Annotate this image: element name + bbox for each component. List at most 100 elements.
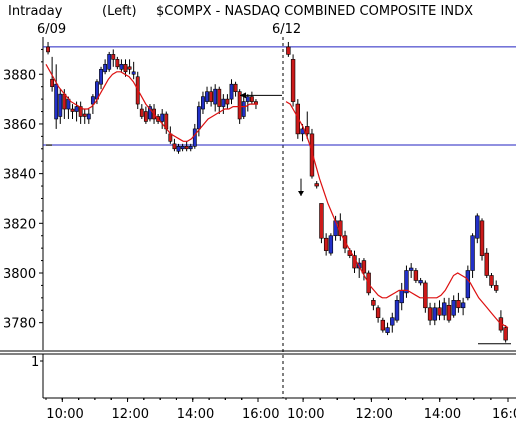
x-tick-label: 14:00: [177, 407, 214, 422]
x-tick-label: 16:00: [242, 407, 279, 422]
x-tick-label: 10:00: [46, 407, 83, 422]
candle-body-up: [103, 64, 108, 73]
candle-body-up: [245, 96, 250, 102]
candle-body-down: [225, 98, 230, 105]
candle-body-down: [184, 146, 189, 150]
y-tick-label: 3800: [3, 267, 36, 282]
candle-body-down: [413, 270, 419, 281]
candle-body-up: [213, 88, 218, 105]
chart-title: $COMPX - NASDAQ COMBINED COMPOSITE INDX: [156, 4, 473, 19]
y-tick-label: 3780: [3, 317, 36, 332]
y-tick-label: 3860: [3, 118, 36, 133]
candle-body-up: [99, 68, 103, 85]
candle-body-up: [229, 83, 234, 100]
candle-body-down: [78, 106, 83, 117]
x-tick-label: 10:00: [287, 407, 324, 422]
candle-body-down: [456, 300, 461, 309]
candle-body-up: [90, 96, 95, 105]
candle-body-up: [432, 307, 437, 321]
candle-body-down: [290, 59, 296, 102]
candle-body-up: [418, 280, 423, 284]
candle-body-down: [446, 304, 452, 321]
candle-body-down: [70, 108, 75, 112]
candle-body-up: [86, 113, 91, 120]
candle-body-up: [196, 106, 201, 130]
candle-body-down: [423, 282, 428, 309]
y-tick-label: 3880: [3, 68, 36, 83]
candle-body-down: [127, 66, 132, 70]
candle-body-down: [115, 59, 120, 68]
candle-body-down: [314, 183, 319, 187]
candle-body-up: [328, 235, 334, 254]
candle-body-up: [442, 302, 447, 316]
candle-body-up: [148, 106, 152, 120]
candle-body-down: [172, 143, 177, 150]
candle-body-down: [286, 46, 291, 55]
candle-body-down: [143, 111, 148, 122]
candle-body-up: [107, 54, 112, 70]
candle-body-down: [323, 237, 329, 251]
time-axis-ticks: 10:00 12:00 14:00 16:00 10:00 12:00 14:00 16:00: [45, 398, 516, 422]
moving-average: [45, 64, 509, 329]
candle-body-up: [205, 91, 209, 102]
y-tick-label: 3820: [3, 217, 36, 232]
annotations: [46, 92, 511, 345]
candle-body-down: [375, 307, 381, 319]
candle-body-down: [139, 108, 144, 117]
candle-body-down: [503, 327, 508, 341]
y-tick-label: 3840: [3, 168, 36, 183]
candlesticks: [46, 41, 508, 343]
reference-lines: [43, 46, 516, 146]
candle-body-up: [460, 302, 466, 309]
candle-body-down: [123, 64, 128, 73]
candle-body-down: [233, 83, 238, 92]
candle-body-up: [54, 83, 59, 120]
candle-body-up: [58, 93, 63, 117]
price-axis-ticks: 3780 3800 3820 3840 3860 3880: [3, 48, 43, 332]
down-arrow-head: [298, 190, 304, 196]
candle-body-down: [319, 203, 324, 239]
moving-average-line: [285, 101, 509, 329]
candle-body-up: [394, 300, 400, 321]
candle-body-up: [201, 96, 205, 110]
volume-axis-tick-label: 1: [31, 355, 39, 370]
candle-body-down: [380, 319, 386, 331]
candle-body-up: [241, 101, 246, 117]
candle-body-up: [390, 317, 395, 326]
gap-arrow-head: [240, 92, 246, 99]
candle-body-up: [192, 128, 197, 147]
candle-body-up: [188, 146, 193, 150]
x-tick-label: 12:00: [112, 407, 149, 422]
moving-average-line: [45, 64, 258, 142]
candle-body-down: [249, 96, 254, 102]
candle-body-up: [404, 270, 409, 294]
scale-side-label: (Left): [102, 4, 137, 19]
day-label-6-09: 6/09: [37, 22, 66, 37]
candle-body-up: [475, 215, 480, 239]
candle-body-up: [221, 98, 226, 107]
candle-body-down: [305, 126, 310, 135]
candle-body-down: [237, 91, 242, 120]
candle-body-down: [217, 88, 222, 107]
candle-body-up: [385, 327, 390, 333]
candle-body-up: [131, 71, 136, 75]
candle-body-down: [50, 78, 55, 87]
candle-body-down: [111, 54, 116, 60]
candle-body-up: [180, 146, 185, 150]
candle-body-up: [408, 267, 414, 271]
candle-body-down: [494, 285, 499, 291]
candle-body-down: [309, 133, 315, 177]
candle-body-down: [295, 103, 300, 135]
candle-body-down: [479, 220, 485, 256]
candle-body-up: [119, 64, 124, 70]
candle-body-down: [46, 46, 50, 53]
x-tick-label: 14:00: [424, 407, 461, 422]
candle-body-up: [470, 235, 475, 271]
x-tick-label: 12:00: [355, 407, 392, 422]
candle-body-down: [427, 307, 433, 321]
candle-body-up: [399, 290, 404, 304]
candle-body-up: [160, 113, 165, 122]
day-label-6-12: 6/12: [272, 22, 301, 37]
candle-body-down: [489, 275, 494, 286]
